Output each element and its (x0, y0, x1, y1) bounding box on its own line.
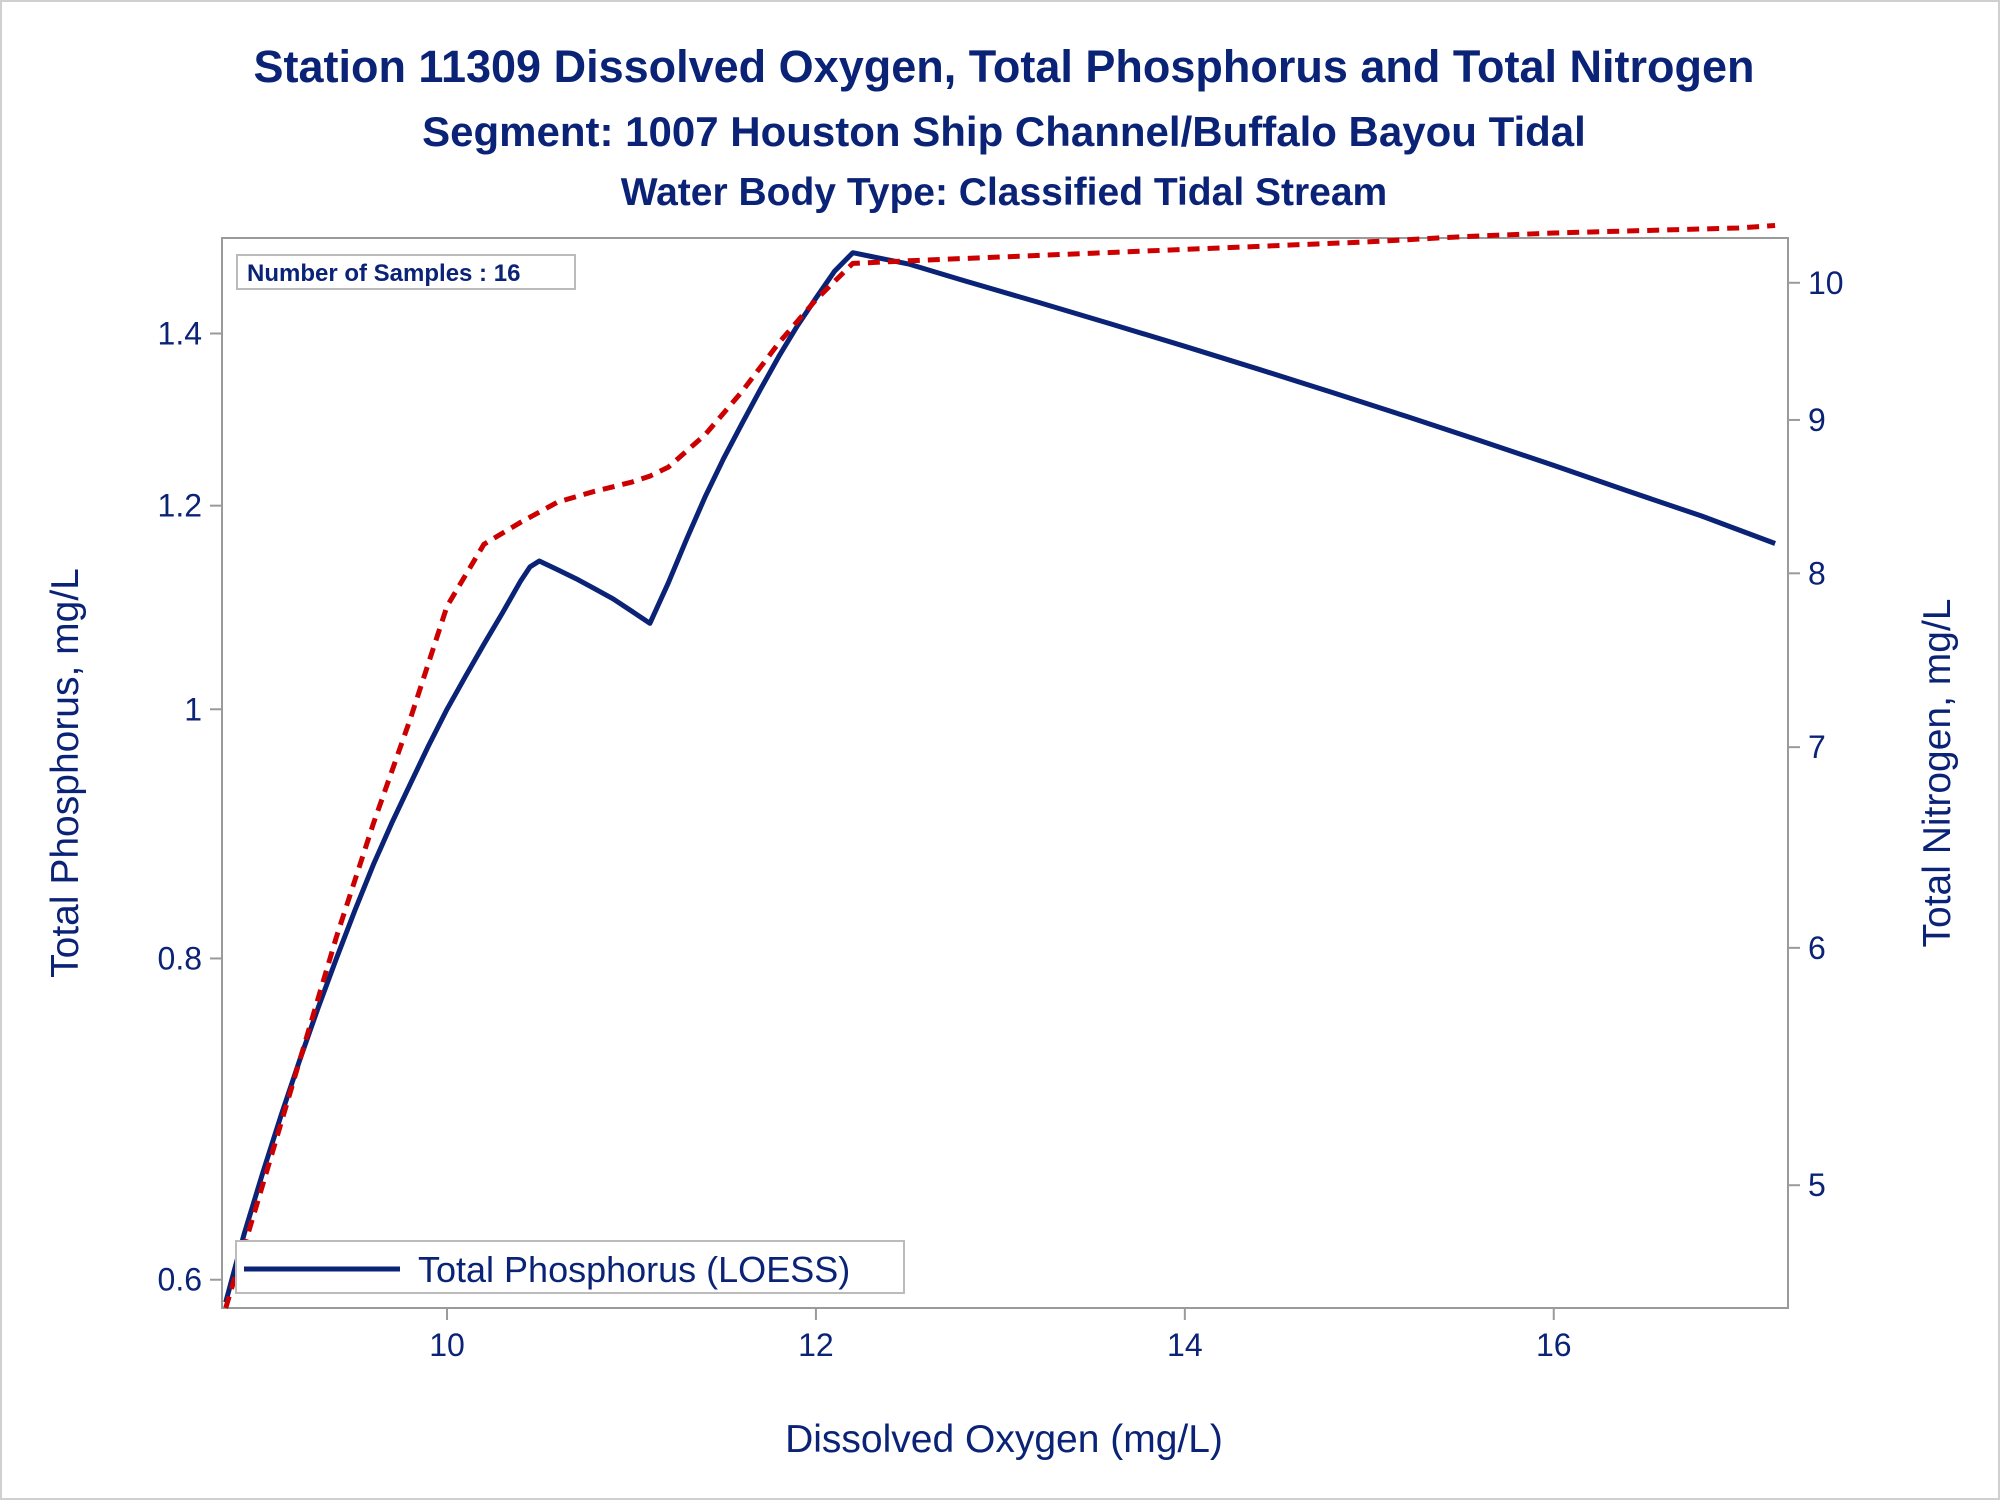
y-left-tick-label: 0.6 (158, 1262, 202, 1298)
y-right-tick-label: 6 (1808, 930, 1826, 966)
x-axis: 10 12 14 16 (429, 1308, 1572, 1363)
x-tick-label: 12 (798, 1327, 834, 1363)
sample-count-inset: Number of Samples : 16 (236, 254, 576, 290)
x-tick-label: 14 (1167, 1327, 1203, 1363)
x-tick-label: 16 (1536, 1327, 1572, 1363)
y-right-tick-label: 9 (1808, 402, 1826, 438)
chart-subtitle-water-body: Water Body Type: Classified Tidal Stream (621, 171, 1387, 214)
series-layer (223, 223, 1776, 1309)
y-left-tick-label: 1.2 (158, 488, 202, 524)
x-axis-title: Dissolved Oxygen (mg/L) (785, 1418, 1223, 1461)
y-right-tick-label: 5 (1808, 1167, 1826, 1203)
series-line-nitrogen (223, 223, 1776, 1309)
y-axis-left-title: Total Phosphorus, mg/L (44, 568, 87, 978)
sample-count-text: Number of Samples : 16 (247, 260, 520, 287)
y-right-tick-label: 7 (1808, 729, 1826, 765)
plot-frame (221, 237, 1789, 1309)
legend: Total Phosphorus (LOESS) (235, 1240, 905, 1294)
y-axis-right: 5 6 7 8 9 10 (1788, 265, 1844, 1203)
y-right-tick-label: 8 (1808, 555, 1826, 591)
chart-title: Station 11309 Dissolved Oxygen, Total Ph… (253, 41, 1754, 92)
x-tick-label: 10 (429, 1327, 465, 1363)
y-left-tick-label: 0.8 (158, 940, 202, 976)
legend-label-phosphorus: Total Phosphorus (LOESS) (418, 1249, 850, 1290)
y-left-tick-label: 1 (184, 691, 202, 727)
y-right-tick-label: 10 (1808, 265, 1844, 301)
y-axis-left: 0.6 0.8 1 1.2 1.4 (158, 316, 222, 1298)
y-left-tick-label: 1.4 (158, 316, 202, 352)
sample-count-box (236, 254, 576, 290)
y-axis-right-title: Total Nitrogen, mg/L (1916, 598, 1959, 947)
series-line-phosphorus (223, 250, 1776, 1303)
chart-subtitle-segment: Segment: 1007 Houston Ship Channel/Buffa… (422, 108, 1586, 155)
